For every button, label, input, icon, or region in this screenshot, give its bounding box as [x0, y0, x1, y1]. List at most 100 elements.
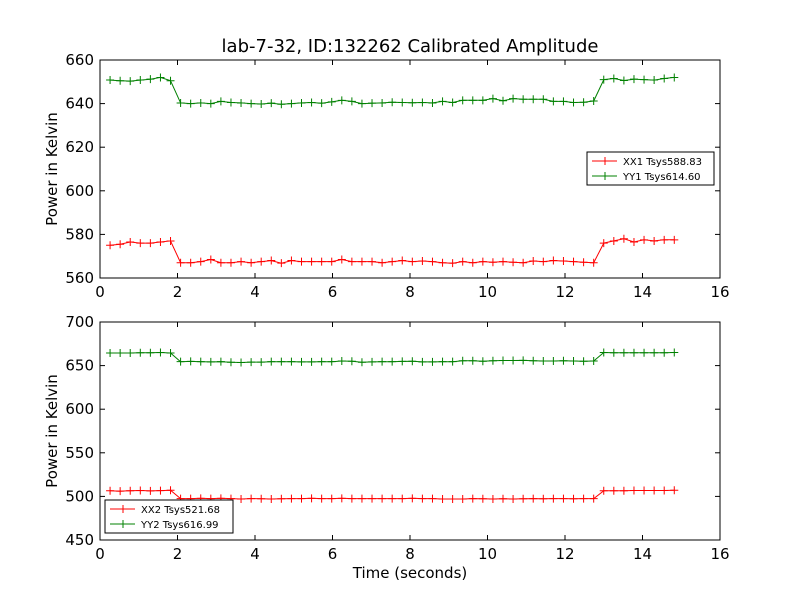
data-point — [458, 356, 467, 365]
y-tick-label: 600 — [65, 400, 94, 418]
x-tick-label: 0 — [95, 545, 105, 563]
data-point — [226, 258, 235, 267]
data-point — [226, 98, 235, 107]
data-point — [579, 258, 588, 267]
data-point — [428, 494, 437, 503]
data-point — [448, 98, 457, 107]
data-point — [519, 258, 528, 267]
y-tick-label: 500 — [65, 487, 94, 505]
data-point — [478, 96, 487, 105]
data-point — [347, 494, 356, 503]
data-point — [519, 95, 528, 104]
data-point — [428, 357, 437, 366]
y-tick-label: 620 — [65, 138, 94, 156]
data-point — [418, 256, 427, 265]
data-point — [629, 486, 638, 495]
legend-label: XX2 Tsys521.68 — [141, 505, 220, 516]
legend-label: XX1 Tsys588.83 — [623, 157, 702, 168]
data-point — [247, 258, 256, 267]
y-tick-label: 450 — [65, 531, 94, 549]
data-point — [247, 358, 256, 367]
data-point — [640, 75, 649, 84]
data-point — [519, 356, 528, 365]
x-tick-label: 0 — [95, 283, 105, 301]
data-point — [277, 494, 286, 503]
data-point — [418, 494, 427, 503]
data-point — [539, 257, 548, 266]
legend-marker — [119, 520, 127, 528]
data-point — [317, 99, 326, 108]
chart-title: lab-7-32, ID:132262 Calibrated Amplitude — [222, 36, 599, 57]
data-point — [166, 348, 175, 357]
data-point — [408, 494, 417, 503]
data-point — [257, 100, 266, 109]
legend-label: YY2 Tsys616.99 — [140, 520, 219, 531]
data-point — [650, 76, 659, 85]
data-point — [559, 97, 568, 106]
data-point — [609, 74, 618, 83]
data-point — [650, 486, 659, 495]
data-point — [619, 76, 628, 85]
data-point — [136, 239, 145, 248]
data-point — [499, 356, 507, 365]
data-point — [398, 357, 407, 366]
data-point — [478, 257, 487, 266]
data-point — [267, 357, 276, 366]
data-point — [196, 257, 205, 266]
y-axis-label: Power in Kelvin — [43, 112, 61, 226]
data-point — [287, 99, 296, 108]
data-point — [337, 494, 346, 503]
data-point — [599, 75, 608, 84]
y-tick-label: 650 — [65, 357, 94, 375]
data-point — [126, 348, 135, 357]
data-point — [509, 94, 518, 103]
data-point — [599, 348, 608, 357]
data-point — [146, 348, 155, 357]
data-point — [327, 97, 336, 106]
data-point — [388, 494, 397, 503]
data-point — [619, 234, 628, 243]
x-tick-label: 6 — [328, 283, 338, 301]
x-tick-label: 16 — [710, 545, 729, 563]
data-point — [146, 486, 155, 495]
data-point — [529, 256, 538, 265]
data-point — [488, 495, 497, 504]
data-point — [499, 96, 507, 105]
data-point — [186, 357, 195, 366]
data-point — [347, 357, 356, 366]
x-tick-label: 4 — [250, 283, 260, 301]
data-point — [136, 348, 145, 357]
data-point — [499, 494, 507, 503]
data-point — [660, 74, 669, 83]
data-point — [277, 357, 286, 366]
data-point — [206, 99, 215, 108]
data-point — [156, 73, 165, 82]
x-tick-label: 12 — [555, 545, 574, 563]
data-point — [247, 494, 256, 503]
data-point — [398, 256, 407, 265]
data-point — [619, 486, 628, 495]
data-point — [206, 357, 215, 366]
data-point — [599, 239, 608, 248]
data-point — [458, 96, 467, 105]
data-point — [640, 235, 649, 244]
data-point — [629, 75, 638, 84]
chart-bottom: 0 2 4 6 8 10 12 14 16 450 500 550 600 650 700 Power in … — [43, 313, 730, 582]
data-point — [347, 97, 356, 106]
data-point — [529, 494, 538, 503]
data-point — [388, 98, 397, 107]
x-tick-label: 2 — [173, 283, 183, 301]
data-point — [166, 486, 175, 495]
data-point — [357, 494, 366, 503]
data-point — [408, 357, 417, 366]
data-point — [448, 259, 457, 268]
legend-box — [586, 151, 715, 186]
y-tick-label: 580 — [65, 225, 94, 243]
data-point — [146, 75, 155, 84]
data-point — [176, 98, 185, 107]
data-point — [156, 238, 165, 247]
data-point — [458, 257, 467, 266]
data-point — [398, 494, 407, 503]
data-point — [297, 357, 306, 366]
